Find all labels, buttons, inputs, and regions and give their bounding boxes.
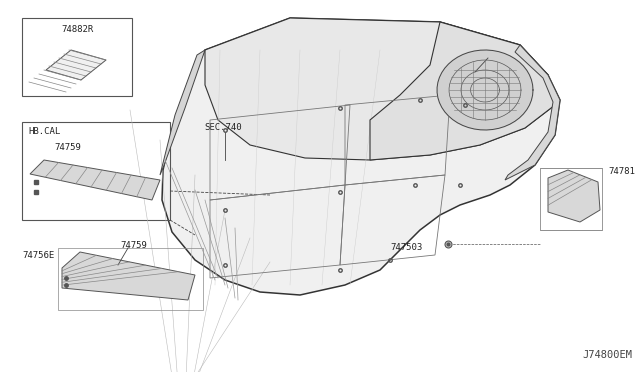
Text: 74759: 74759 xyxy=(54,144,81,153)
Text: 747503: 747503 xyxy=(390,244,422,253)
Polygon shape xyxy=(505,45,560,180)
Polygon shape xyxy=(62,252,195,300)
Text: 74756E: 74756E xyxy=(22,251,54,260)
Text: 74781: 74781 xyxy=(608,167,635,176)
Bar xyxy=(58,248,203,310)
Bar xyxy=(22,122,170,220)
Text: J74800EM: J74800EM xyxy=(582,350,632,360)
Text: 74882R: 74882R xyxy=(61,26,93,35)
Polygon shape xyxy=(160,50,205,175)
Bar xyxy=(22,18,132,96)
Polygon shape xyxy=(162,18,560,295)
Polygon shape xyxy=(30,160,160,200)
Polygon shape xyxy=(437,50,533,130)
Text: 74759: 74759 xyxy=(120,241,147,250)
Bar xyxy=(540,168,602,230)
Text: HB.CAL: HB.CAL xyxy=(28,128,60,137)
Polygon shape xyxy=(46,50,106,80)
Polygon shape xyxy=(370,22,555,160)
Polygon shape xyxy=(548,170,600,222)
Text: SEC.740: SEC.740 xyxy=(204,124,242,132)
Text: SEC.745: SEC.745 xyxy=(490,51,527,60)
Polygon shape xyxy=(205,18,555,160)
